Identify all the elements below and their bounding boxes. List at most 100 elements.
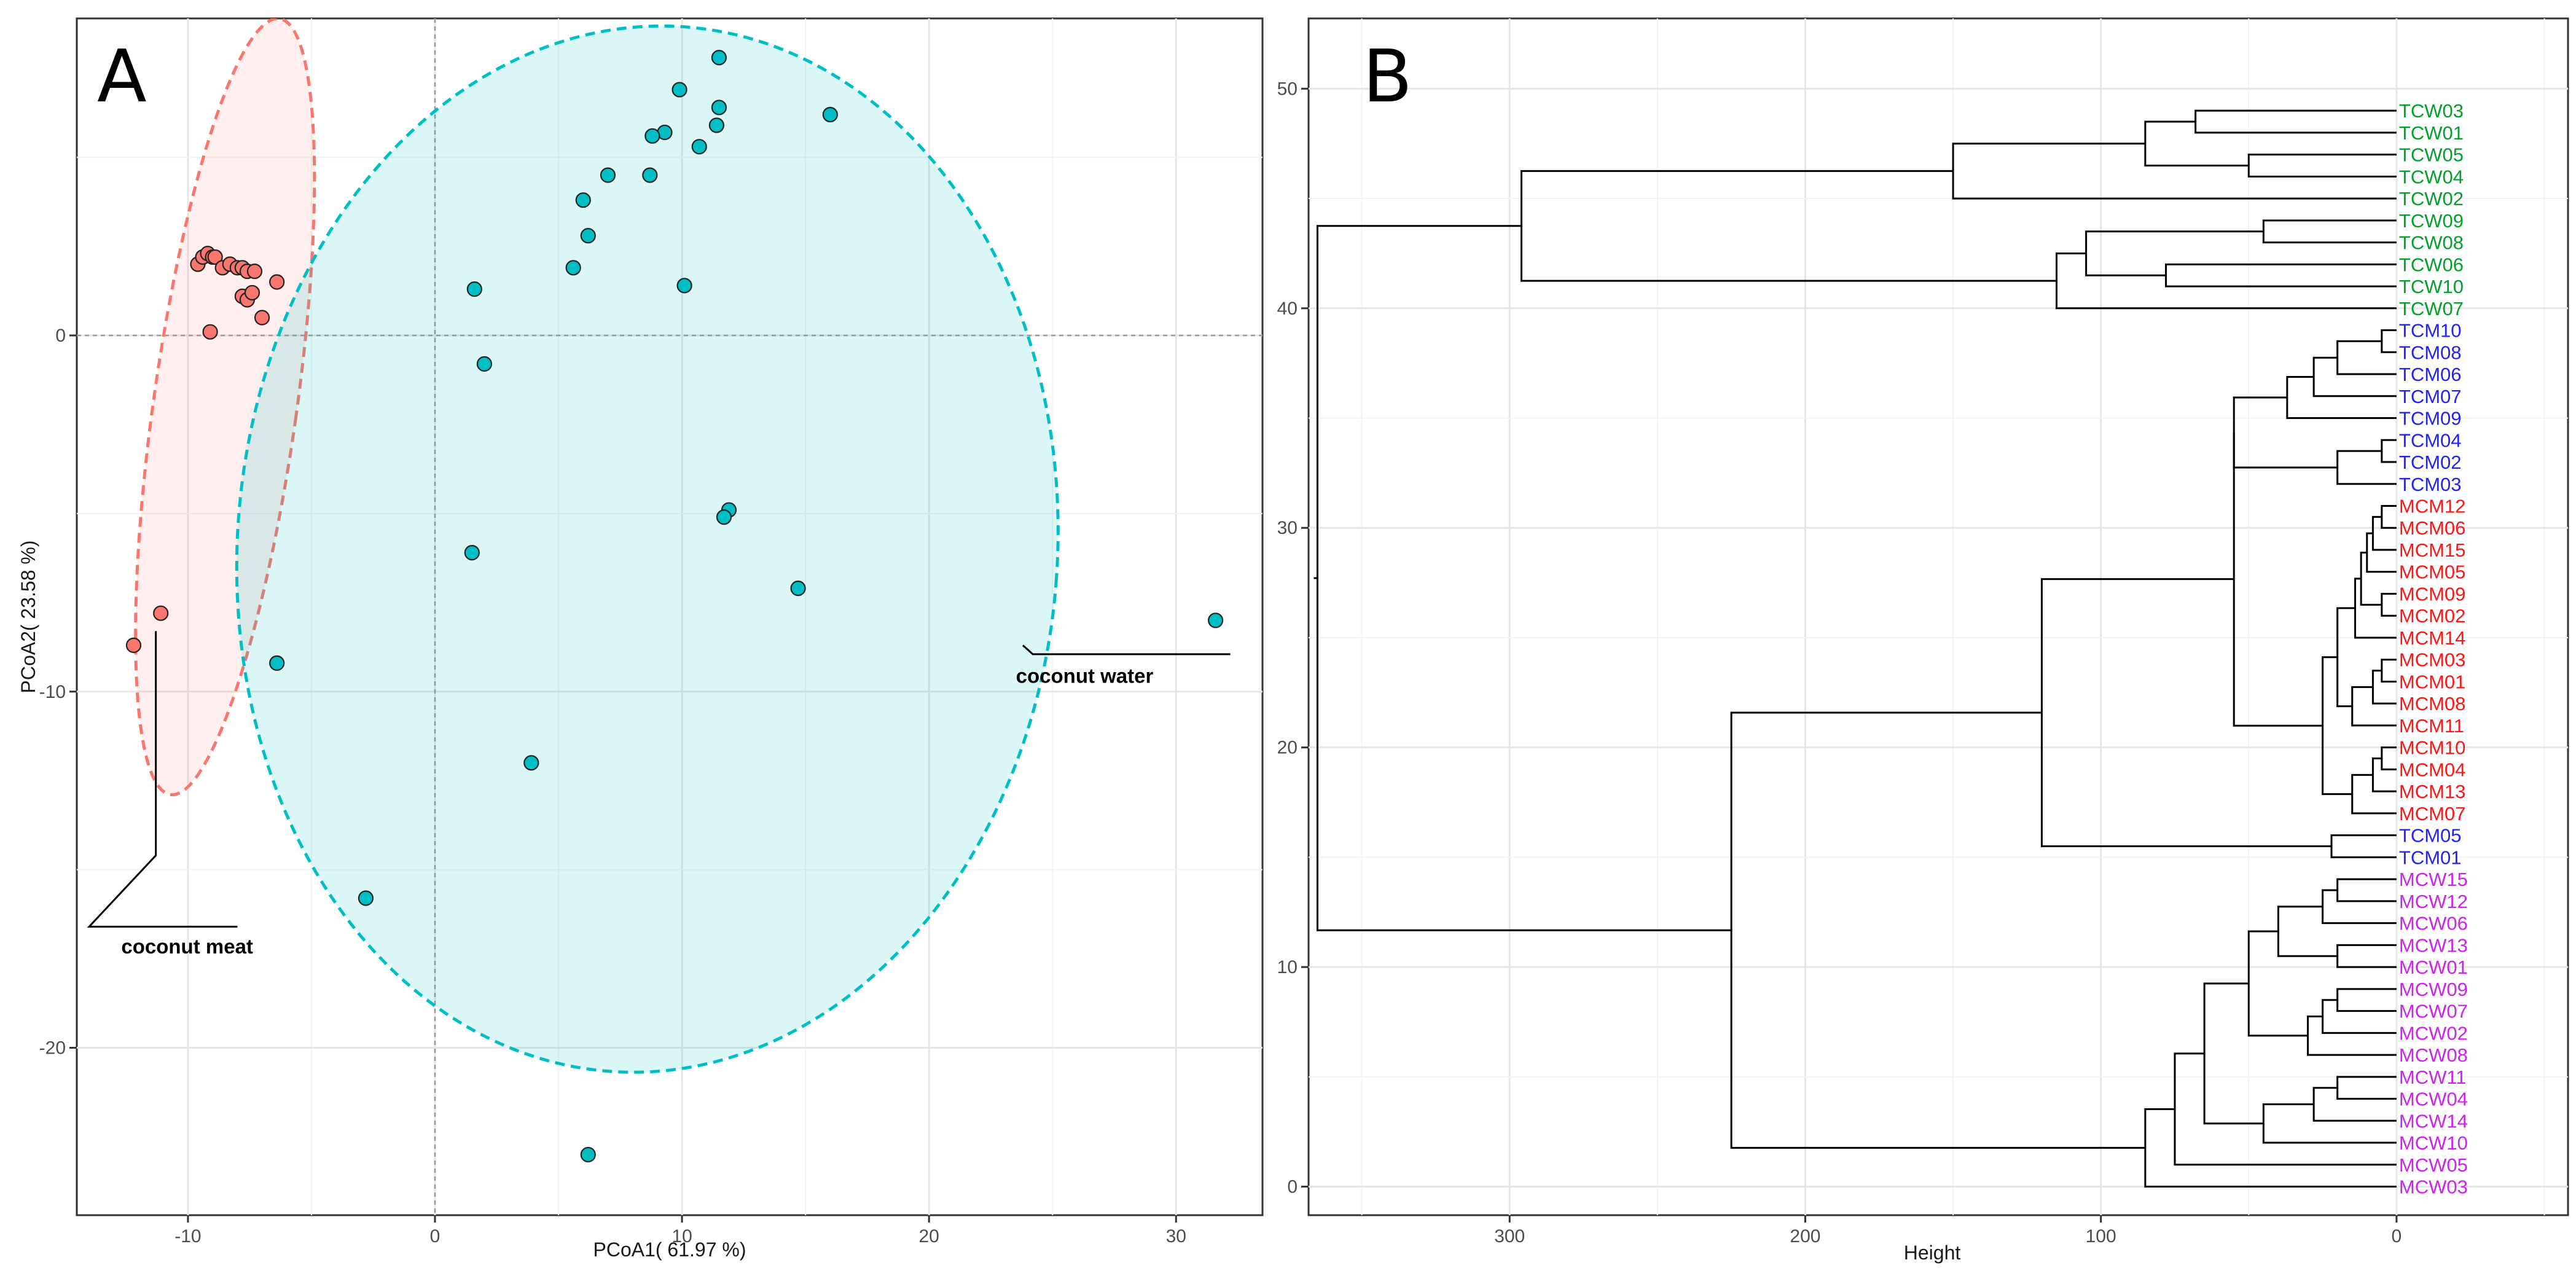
dendrogram-branch bbox=[2203, 982, 2264, 1125]
coconut-water-point bbox=[691, 139, 707, 155]
x-tick-label: -10 bbox=[174, 1226, 201, 1247]
dendrogram-branch bbox=[2233, 432, 2323, 727]
x-tick-label: 0 bbox=[2392, 1226, 2402, 1247]
leaf-label: MCW03 bbox=[2399, 1176, 2468, 1198]
coconut-water-point bbox=[523, 755, 539, 771]
leaf-label: MCW11 bbox=[2399, 1067, 2467, 1088]
coconut-meat-leader-line bbox=[87, 631, 238, 928]
leaf-label: TCM08 bbox=[2399, 342, 2462, 363]
coconut-meat-point bbox=[153, 605, 169, 621]
dendrogram-branch bbox=[2040, 578, 2332, 848]
coconut-water-point bbox=[600, 167, 616, 183]
dendrogram-branch bbox=[2336, 988, 2397, 1012]
x-tick-label: 0 bbox=[430, 1226, 440, 1247]
leaf-label: TCW07 bbox=[2399, 298, 2464, 319]
leaf-label: TCM07 bbox=[2399, 386, 2462, 407]
dendrogram-branch bbox=[2336, 340, 2397, 375]
leaf-label: MCW09 bbox=[2399, 979, 2468, 1000]
leaf-label: MCM02 bbox=[2399, 605, 2466, 627]
coconut-water-point bbox=[642, 167, 658, 183]
coconut-water-leader-line bbox=[1022, 644, 1231, 656]
y-tick-label: 0 bbox=[1287, 1177, 1298, 1197]
y-tick-label: 30 bbox=[1277, 518, 1298, 538]
leaf-label: MCW01 bbox=[2399, 957, 2468, 978]
coconut-water-point bbox=[822, 106, 838, 123]
dendrogram-x-axis-label: Height bbox=[1904, 1242, 1961, 1264]
leaf-label: TCM06 bbox=[2399, 364, 2462, 385]
y-tick-label: 0 bbox=[55, 326, 66, 346]
leaf-label: TCW05 bbox=[2399, 144, 2464, 166]
leaf-label: MCW14 bbox=[2399, 1110, 2468, 1132]
dendrogram-branch bbox=[2307, 1016, 2397, 1056]
leaf-label: MCW08 bbox=[2399, 1044, 2468, 1066]
leaf-label: MCW05 bbox=[2399, 1154, 2468, 1176]
coconut-water-point bbox=[711, 50, 727, 66]
coconut-meat-point bbox=[202, 324, 218, 340]
dendrogram-branch bbox=[2360, 551, 2382, 606]
x-tick-label: 300 bbox=[1494, 1226, 1525, 1247]
leaf-label: MCM12 bbox=[2399, 495, 2466, 517]
coconut-water-point bbox=[790, 581, 806, 597]
coconut-water-point bbox=[476, 356, 493, 372]
coconut-meat-point bbox=[254, 310, 270, 326]
leaf-label: MCW10 bbox=[2399, 1132, 2468, 1154]
leaf-label: MCW02 bbox=[2399, 1022, 2468, 1044]
x-tick-label: 100 bbox=[2086, 1226, 2116, 1247]
coconut-water-point bbox=[464, 545, 480, 561]
leaf-label: TCM03 bbox=[2399, 474, 2462, 495]
pcoa-annotations: coconut water coconut meat bbox=[87, 631, 1231, 958]
leaf-label: TCW09 bbox=[2399, 210, 2464, 232]
dendrogram-branch bbox=[2351, 773, 2397, 815]
leaf-label: TCM02 bbox=[2399, 452, 2462, 473]
leaf-label: MCW06 bbox=[2399, 913, 2468, 934]
panel-label-a: A bbox=[97, 34, 147, 119]
y-tick-label: -10 bbox=[39, 682, 66, 702]
dendrogram-branch bbox=[2336, 450, 2397, 485]
coconut-meat-ellipse bbox=[134, 18, 316, 797]
leaf-label: MCM14 bbox=[2399, 627, 2466, 649]
coconut-water-point bbox=[358, 890, 374, 906]
dendrogram-branch bbox=[1316, 225, 1732, 931]
leaf-label: MCW15 bbox=[2399, 869, 2468, 890]
leaf-label: MCW13 bbox=[2399, 934, 2468, 956]
dendrogram-ticks: 300 200 100 0 0 10 20 30 40 50 bbox=[1277, 79, 2402, 1247]
dendrogram-branch bbox=[2322, 889, 2397, 925]
leaf-label: TCW01 bbox=[2399, 122, 2464, 144]
dendrogram-branch bbox=[2351, 686, 2397, 727]
pcoa-ticks: -10 0 10 20 30 0 -10 -20 bbox=[39, 326, 1186, 1247]
x-tick-label: 200 bbox=[1790, 1226, 1820, 1247]
coconut-water-point bbox=[671, 82, 687, 98]
dendrogram-branch bbox=[2055, 252, 2397, 310]
coconut-water-point bbox=[676, 278, 692, 294]
leaf-label: TCM05 bbox=[2399, 825, 2462, 847]
dendrogram-leaf-labels: MCW03MCW05MCW10MCW14MCW04MCW11MCW08MCW02… bbox=[2399, 100, 2468, 1197]
coconut-water-point bbox=[1208, 613, 1224, 628]
dendrogram-branch bbox=[2336, 944, 2397, 968]
leaf-label: MCM13 bbox=[2399, 781, 2466, 802]
coconut-water-point bbox=[269, 655, 285, 671]
leaf-label: MCM05 bbox=[2399, 562, 2466, 583]
x-tick-label: 20 bbox=[919, 1226, 939, 1247]
y-tick-label: 20 bbox=[1277, 738, 1298, 758]
dendrogram-branch bbox=[1520, 170, 2057, 282]
dendrogram-branch bbox=[2336, 878, 2397, 902]
leaf-label: MCW12 bbox=[2399, 891, 2468, 912]
leaf-label: MCM04 bbox=[2399, 759, 2466, 780]
leaf-label: MCM09 bbox=[2399, 583, 2466, 605]
coconut-meat-point bbox=[246, 264, 263, 280]
coconut-meat-point bbox=[207, 249, 223, 265]
leaf-label: MCM08 bbox=[2399, 693, 2466, 714]
coconut-meat-point bbox=[244, 284, 260, 301]
pcoa-plot-frame bbox=[76, 17, 1264, 1216]
coconut-water-point bbox=[580, 1146, 596, 1163]
leaf-label: MCM01 bbox=[2399, 671, 2466, 692]
leaf-label: MCM15 bbox=[2399, 539, 2466, 561]
dendrogram-plot-frame bbox=[1307, 17, 2569, 1216]
dendrogram-branch bbox=[2336, 607, 2355, 708]
coconut-meat-point bbox=[269, 274, 285, 290]
coconut-water-label: coconut water bbox=[1016, 664, 1154, 687]
y-tick-label: 40 bbox=[1277, 299, 1298, 319]
panel-label-b: B bbox=[1363, 34, 1412, 119]
